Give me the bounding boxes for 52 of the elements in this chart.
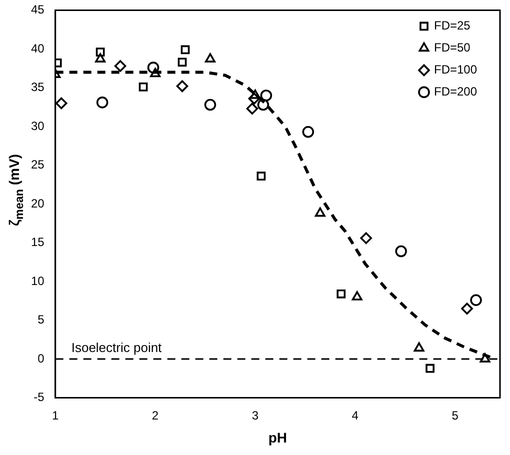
y-tick-label: 5 bbox=[38, 312, 45, 327]
legend-label: FD=100 bbox=[434, 62, 478, 77]
y-tick-label: 10 bbox=[30, 274, 45, 288]
x-tick-label: 3 bbox=[252, 408, 259, 422]
point bbox=[204, 53, 216, 62]
point bbox=[257, 98, 270, 111]
point bbox=[178, 58, 187, 67]
y-tick-label: 35 bbox=[30, 80, 45, 94]
legend-label: FD=25 bbox=[434, 18, 471, 33]
x-tick-label: 5 bbox=[452, 408, 459, 422]
point bbox=[180, 45, 190, 54]
point bbox=[426, 364, 434, 373]
point bbox=[246, 102, 258, 115]
x-tick-label: 4 bbox=[352, 408, 359, 422]
point bbox=[138, 82, 148, 92]
point bbox=[470, 294, 482, 306]
y-tick-label: 20 bbox=[30, 196, 45, 210]
y-tick-label: 45 bbox=[30, 2, 45, 17]
point bbox=[250, 90, 260, 99]
point bbox=[302, 126, 314, 138]
point bbox=[248, 92, 260, 104]
point bbox=[414, 342, 424, 352]
point bbox=[114, 60, 126, 72]
point bbox=[147, 62, 160, 74]
ref-line-label: Isoelectric point bbox=[71, 340, 162, 356]
point bbox=[480, 353, 490, 362]
point bbox=[150, 68, 160, 78]
point bbox=[96, 48, 105, 56]
y-tick-label: 25 bbox=[30, 158, 45, 172]
x-tick-label: 1 bbox=[52, 408, 60, 422]
point bbox=[96, 96, 108, 108]
y-tick-label: 15 bbox=[30, 235, 45, 250]
point bbox=[176, 80, 188, 92]
y-tick-label: -5 bbox=[34, 390, 45, 404]
y-tick-label: 40 bbox=[30, 41, 45, 56]
legend-label: FD=50 bbox=[434, 40, 471, 55]
point bbox=[360, 232, 372, 244]
point bbox=[95, 53, 106, 62]
y-tick-label: 30 bbox=[30, 118, 45, 133]
x-tick-label: 2 bbox=[152, 408, 159, 422]
point bbox=[256, 172, 266, 181]
y-tick-label: 0 bbox=[38, 351, 45, 366]
x-axis-title: pH bbox=[268, 429, 288, 446]
point bbox=[352, 291, 362, 300]
point bbox=[260, 90, 272, 102]
point bbox=[314, 207, 326, 217]
point bbox=[336, 289, 346, 298]
point bbox=[55, 97, 68, 110]
point bbox=[395, 245, 407, 258]
point bbox=[204, 98, 216, 111]
legend-label: FD=200 bbox=[434, 84, 478, 99]
point bbox=[461, 302, 473, 315]
